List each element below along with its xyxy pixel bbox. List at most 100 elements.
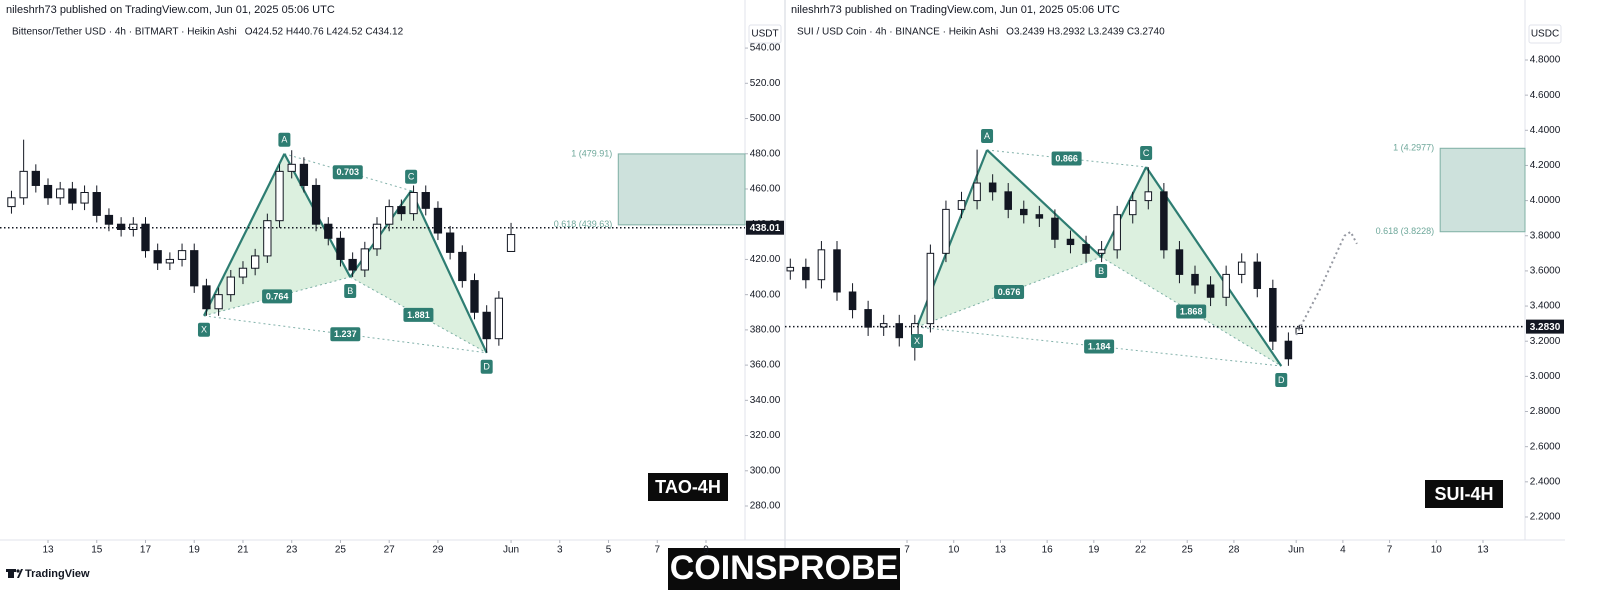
candle-body <box>1004 191 1012 210</box>
last-price-box <box>1526 319 1564 334</box>
x-tick-label: 21 <box>237 545 249 556</box>
point-label: B <box>347 286 353 296</box>
x-tick-label: 17 <box>140 545 152 556</box>
ratio-box <box>1176 304 1207 319</box>
x-tick-label: 22 <box>1135 545 1147 556</box>
chart-tag-box <box>648 473 728 501</box>
candle-body <box>287 163 296 172</box>
ratio-label: 1.868 <box>1180 306 1203 316</box>
projection-path <box>1295 230 1358 336</box>
y-tick-label: 3.6000 <box>1530 266 1561 277</box>
currency-label: USDC <box>1531 29 1559 40</box>
candle-body <box>1082 244 1090 254</box>
target-low-label: 0.618 (439.63) <box>554 219 613 229</box>
ratio-box <box>1084 339 1115 354</box>
chart-tag-box <box>1425 480 1503 508</box>
candle-body <box>153 250 162 264</box>
point-box <box>1095 264 1108 279</box>
candle-body <box>1066 238 1075 246</box>
logo-part <box>16 569 20 573</box>
candle-body <box>336 237 345 260</box>
candle-body <box>833 249 841 293</box>
candle-body <box>299 163 309 186</box>
candle-body <box>360 248 369 271</box>
candle-body <box>1144 191 1153 202</box>
x-tick-label: 19 <box>1088 545 1100 556</box>
candle-body <box>470 280 479 313</box>
ratio-label: 1.881 <box>407 310 430 320</box>
candle-body <box>348 258 357 271</box>
candle-body <box>238 267 248 278</box>
chart-panel: nileshrh73 published on TradingView.com,… <box>785 0 1564 556</box>
candle-body <box>19 170 28 199</box>
y-tick-label: 480.00 <box>750 148 781 159</box>
candle-body <box>165 258 175 264</box>
candle-body <box>397 206 406 215</box>
candle-body <box>43 184 53 199</box>
publisher-line: nileshrh73 published on TradingView.com,… <box>791 4 1120 16</box>
ohlc-values: O3.2439 H3.2932 L3.2439 C3.2740 <box>1006 27 1165 38</box>
candle-body <box>506 234 516 252</box>
candle-body <box>1284 340 1293 360</box>
x-tick-label: 15 <box>91 545 103 556</box>
y-tick-label: 2.6000 <box>1530 441 1561 452</box>
y-tick-label: 540.00 <box>750 43 781 54</box>
candle-body <box>494 297 504 340</box>
y-tick-label: 360.00 <box>750 360 781 371</box>
y-tick-label: 4.6000 <box>1530 90 1561 101</box>
candle-body <box>445 232 455 253</box>
candle-body <box>864 309 872 328</box>
candle-body <box>141 223 150 252</box>
pattern-ratio-line <box>349 276 487 354</box>
candle-body <box>1160 191 1168 251</box>
candle-body <box>116 223 126 230</box>
point-label: B <box>1098 266 1104 276</box>
candle-body <box>226 276 235 296</box>
ratio-label: 1.184 <box>1088 341 1111 351</box>
candle-body <box>251 255 260 269</box>
candle-body <box>1269 287 1277 342</box>
candle-body <box>104 214 114 225</box>
candle-body <box>1113 214 1121 251</box>
y-tick-label: 3.0000 <box>1530 371 1561 382</box>
candle-body <box>263 220 272 257</box>
point-label: X <box>201 325 207 335</box>
currency-box <box>748 24 782 44</box>
candle-body <box>80 192 89 204</box>
point-box <box>910 333 923 348</box>
ratio-label: 1.237 <box>334 329 357 339</box>
x-tick-label: Jun <box>503 545 519 556</box>
point-label: A <box>984 131 990 141</box>
point-box <box>981 128 994 143</box>
pattern-area <box>916 149 1102 327</box>
x-tick-label: 28 <box>1228 545 1240 556</box>
candle-body <box>421 192 430 209</box>
point-box <box>197 322 210 337</box>
pattern-leg <box>986 149 1102 258</box>
candle-body <box>56 188 65 199</box>
candle-body <box>817 249 826 281</box>
x-tick-label: Jun <box>1288 545 1304 556</box>
last-price-box <box>746 220 784 235</box>
candle-body <box>458 251 467 282</box>
x-tick-label: 9 <box>703 545 709 556</box>
candle-body <box>324 223 333 239</box>
x-tick-label: 19 <box>189 545 201 556</box>
symbol-info: Bittensor/Tether USD · 4h · BITMART · He… <box>12 27 237 38</box>
point-box <box>405 169 418 184</box>
candle-body <box>482 311 491 340</box>
last-price-label: 3.2830 <box>1530 322 1561 333</box>
x-tick-label: 27 <box>384 545 396 556</box>
candle-body <box>92 192 101 216</box>
candle-body <box>129 223 138 230</box>
point-box <box>480 359 493 374</box>
candle-body <box>1097 249 1106 254</box>
pattern-leg <box>1100 166 1148 258</box>
candle-body <box>926 252 935 325</box>
candle-body <box>177 250 187 260</box>
candle-body <box>1253 261 1262 289</box>
ratio-box <box>994 284 1025 299</box>
watermark: COINSPROBE <box>670 549 899 587</box>
y-tick-label: 4.0000 <box>1530 195 1561 206</box>
